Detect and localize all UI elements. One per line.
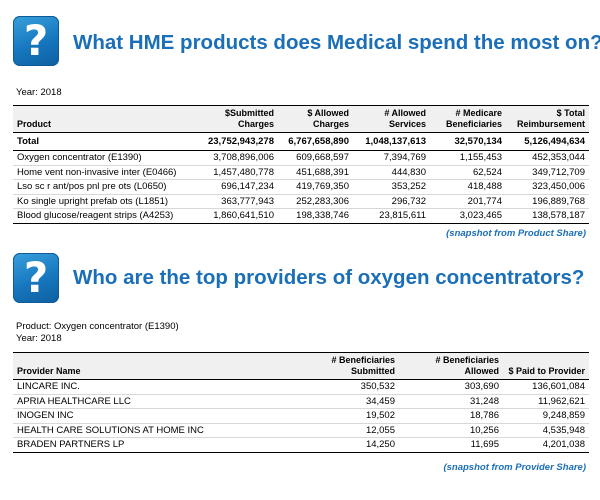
table-row: LINCARE INC. 350,532 303,690 136,601,084 [13, 379, 589, 395]
table-cell: 350,532 [293, 379, 399, 395]
column-header[interactable]: Provider Name [13, 352, 293, 380]
table-cell: 5,126,494,634 [506, 132, 589, 151]
table-cell: 11,695 [399, 437, 503, 453]
table-cell: 196,889,768 [506, 194, 589, 209]
table-cell: 23,815,611 [353, 208, 430, 224]
table-cell: 363,777,943 [195, 194, 278, 209]
column-header[interactable]: # Medicare Beneficiaries [430, 105, 506, 133]
year-label: Year: 2018 [16, 333, 62, 344]
table-header-row: Provider Name # Beneficiaries Submitted … [13, 352, 589, 380]
table-cell: 23,752,943,278 [195, 132, 278, 151]
table-cell: 1,860,641,510 [195, 208, 278, 224]
product-label: Product: Oxygen concentrator (E1390) [16, 321, 179, 332]
table-cell: 1,457,480,778 [195, 165, 278, 180]
table-cell: 451,688,391 [278, 165, 353, 180]
table-row: APRIA HEALTHCARE LLC 34,459 31,248 11,96… [13, 394, 589, 409]
snapshot-source-link[interactable]: (snapshot from Product Share) [446, 228, 586, 239]
column-header[interactable]: $Submitted Charges [195, 105, 278, 133]
column-header[interactable]: $ Paid to Provider [503, 352, 589, 380]
snapshot-source-link[interactable]: (snapshot from Provider Share) [443, 462, 586, 473]
question-mark-icon: ? [13, 253, 59, 303]
table-cell: 452,353,044 [506, 150, 589, 166]
column-header[interactable]: $ Allowed Charges [278, 105, 353, 133]
question-mark-icon: ? [13, 16, 59, 66]
table-cell: 11,962,621 [503, 394, 589, 409]
table-cell: 14,250 [293, 437, 399, 453]
table-cell: 10,256 [399, 423, 503, 438]
table-header-row: Product $Submitted Charges $ Allowed Cha… [13, 105, 589, 133]
table-cell: 303,690 [399, 379, 503, 395]
table-cell: 3,023,465 [430, 208, 506, 224]
table-cell: Total [13, 132, 195, 151]
table-cell: 419,769,350 [278, 179, 353, 195]
table-cell: 3,708,896,006 [195, 150, 278, 166]
section-title: Who are the top providers of oxygen conc… [73, 266, 585, 289]
product-table: Product $Submitted Charges $ Allowed Cha… [13, 105, 589, 224]
table-row: Home vent non-invasive inter (E0466) 1,4… [13, 165, 589, 180]
table-cell: Lso sc r ant/pos pnl pre ots (L0650) [13, 179, 195, 195]
provider-table: Provider Name # Beneficiaries Submitted … [13, 352, 589, 453]
table-cell: 138,578,187 [506, 208, 589, 224]
table-cell: 296,732 [353, 194, 430, 209]
table-cell: Oxygen concentrator (E1390) [13, 150, 195, 166]
table-cell: 4,201,038 [503, 437, 589, 453]
table-cell: APRIA HEALTHCARE LLC [13, 394, 293, 409]
table-cell: 353,252 [353, 179, 430, 195]
table-cell: BRADEN PARTNERS LP [13, 437, 293, 453]
table-cell: 9,248,859 [503, 408, 589, 424]
table-row: BRADEN PARTNERS LP 14,250 11,695 4,201,0… [13, 437, 589, 453]
table-row: Lso sc r ant/pos pnl pre ots (L0650) 696… [13, 179, 589, 195]
table-row: Oxygen concentrator (E1390) 3,708,896,00… [13, 150, 589, 166]
table-cell: 32,570,134 [430, 132, 506, 151]
table-cell: 349,712,709 [506, 165, 589, 180]
table-cell: 34,459 [293, 394, 399, 409]
total-row: Total 23,752,943,278 6,767,658,890 1,048… [13, 132, 589, 151]
table-cell: HEALTH CARE SOLUTIONS AT HOME INC [13, 423, 293, 438]
table-row: Ko single upright prefab ots (L1851) 363… [13, 194, 589, 209]
table-cell: 323,450,006 [506, 179, 589, 195]
table-cell: 18,786 [399, 408, 503, 424]
table-cell: 609,668,597 [278, 150, 353, 166]
table-cell: 696,147,234 [195, 179, 278, 195]
table-cell: 136,601,084 [503, 379, 589, 395]
year-label: Year: 2018 [16, 87, 62, 98]
table-cell: 19,502 [293, 408, 399, 424]
column-header[interactable]: $ Total Reimbursement [506, 105, 589, 133]
table-cell: 4,535,948 [503, 423, 589, 438]
column-header[interactable]: # Beneficiaries Allowed [399, 352, 503, 380]
column-header[interactable]: # Beneficiaries Submitted [293, 352, 399, 380]
table-cell: 1,048,137,613 [353, 132, 430, 151]
table-cell: 12,055 [293, 423, 399, 438]
table-row: INOGEN INC 19,502 18,786 9,248,859 [13, 408, 589, 424]
table-row: HEALTH CARE SOLUTIONS AT HOME INC 12,055… [13, 423, 589, 438]
table-cell: 62,524 [430, 165, 506, 180]
column-header[interactable]: Product [13, 105, 195, 133]
section-title: What HME products does Medical spend the… [73, 31, 600, 54]
table-cell: 198,338,746 [278, 208, 353, 224]
table-row: Blood glucose/reagent strips (A4253) 1,8… [13, 208, 589, 224]
table-cell: Ko single upright prefab ots (L1851) [13, 194, 195, 209]
table-cell: INOGEN INC [13, 408, 293, 424]
table-cell: 6,767,658,890 [278, 132, 353, 151]
column-header[interactable]: # Allowed Services [353, 105, 430, 133]
table-cell: Blood glucose/reagent strips (A4253) [13, 208, 195, 224]
table-cell: LINCARE INC. [13, 379, 293, 395]
table-cell: 1,155,453 [430, 150, 506, 166]
table-cell: 31,248 [399, 394, 503, 409]
table-cell: Home vent non-invasive inter (E0466) [13, 165, 195, 180]
table-cell: 444,830 [353, 165, 430, 180]
table-cell: 418,488 [430, 179, 506, 195]
table-cell: 7,394,769 [353, 150, 430, 166]
table-cell: 252,283,306 [278, 194, 353, 209]
table-cell: 201,774 [430, 194, 506, 209]
